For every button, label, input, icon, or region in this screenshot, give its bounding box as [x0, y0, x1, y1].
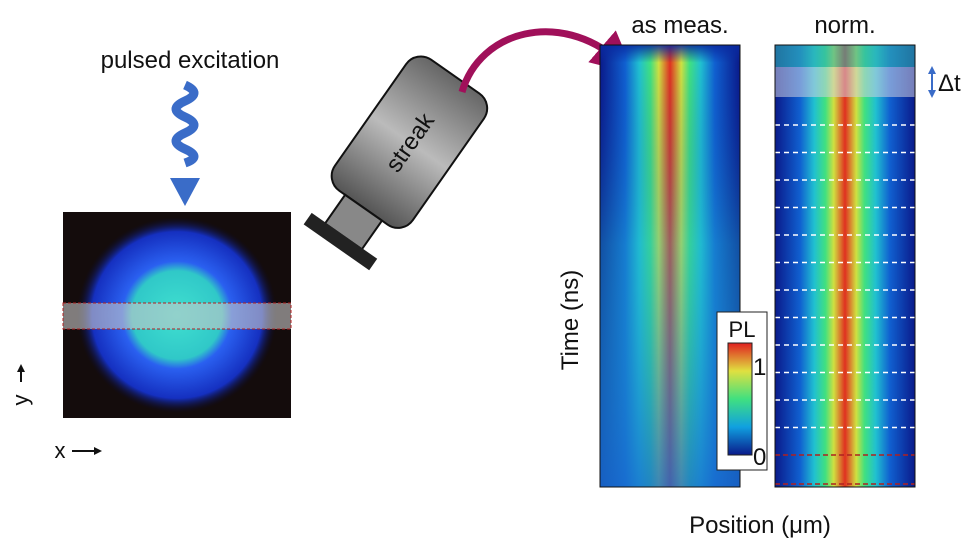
excitation-wave	[176, 85, 194, 163]
panel-title: norm.	[814, 12, 875, 39]
y-axis-label: y	[8, 395, 33, 406]
excitation-label: pulsed excitation	[101, 47, 280, 74]
slit-region	[63, 303, 291, 329]
excitation-arrowhead	[170, 178, 200, 206]
interval-label: Δt	[938, 70, 961, 97]
colorbar	[728, 343, 752, 455]
y-axis-title: Time (ns)	[557, 270, 584, 370]
panel-title: as meas.	[631, 12, 728, 39]
x-arrowhead	[94, 447, 102, 455]
figure: pulsed excitation y x streak as meas. no…	[0, 0, 972, 543]
heatmap-normalized	[775, 45, 915, 487]
interval-arrowhead	[928, 90, 936, 98]
noisy-strip	[775, 45, 915, 67]
signal-arrow	[462, 32, 618, 92]
page: {"excitation": {"label": "pulsed excitat…	[0, 0, 972, 543]
x-axis-title: Position (μm)	[689, 512, 831, 539]
colorbar-label: PL	[729, 317, 756, 342]
y-arrowhead	[17, 364, 25, 372]
colorbar-max: 1	[753, 354, 766, 381]
x-axis-label: x	[55, 438, 66, 463]
interval-arrowhead	[928, 66, 936, 74]
colorbar-min: 0	[753, 444, 766, 471]
interval-band	[775, 67, 915, 97]
